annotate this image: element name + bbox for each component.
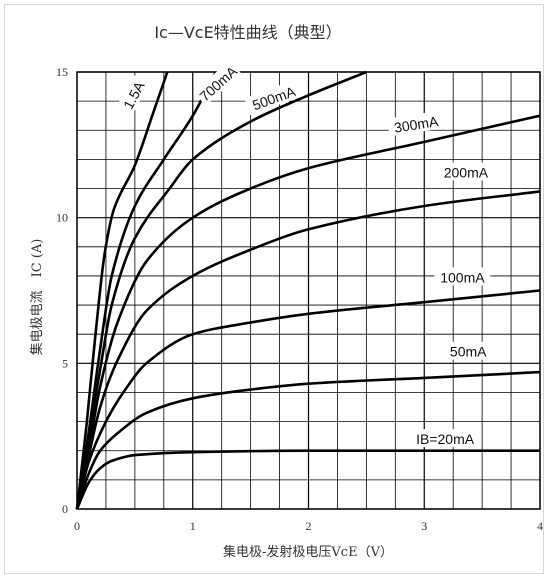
curve-label-bg [411,429,480,448]
curve-label-bg [244,79,303,116]
curve-label-group: 50mA [445,341,492,360]
y-tick-label: 15 [56,65,68,79]
curve-label-group: 300mA [386,110,446,137]
curve-label-bg [193,60,242,106]
y-tick-label: 0 [62,502,68,516]
x-tick-label: 1 [190,519,196,533]
curve-label-group: 100mA [434,267,491,286]
curve-label-group: 700mA [193,60,242,106]
curve-label: 50mA [450,344,487,360]
x-axis-label: 集电极-发射极电压VcE（V） [223,544,393,560]
chart-title: Ic—VcE特性曲线（典型） [154,23,341,42]
curve-line [75,289,541,510]
y-tick-label: 5 [62,356,68,370]
curve-label-bg [116,74,150,115]
tick-labels: 0 1 2 3 4 0 5 10 15 [56,65,543,533]
x-tick-label: 0 [74,519,80,533]
curve-line [75,114,541,510]
curve-label-group: 200mA [437,162,494,181]
curve-label-bg [445,341,492,360]
curve-label-group: 1.5A [116,74,150,115]
y-tick-label: 10 [56,211,68,225]
curve-line [75,71,169,510]
x-tick-label: 2 [306,519,312,533]
curve-label: 300mA [393,113,440,136]
x-tick-label: 4 [537,519,543,533]
curve-label-bg [437,162,494,181]
y-axis-label: 集电极电流 IC (A) [29,239,45,356]
curve-label-group: IB=20mA [411,429,480,448]
curve-label: 100mA [440,269,485,285]
curve-line [75,71,218,510]
ic-vce-chart: Ic—VcE特性曲线（典型） 0 1 2 3 4 0 5 10 15 IB=20mA 50mA 10… [29,23,543,560]
chart-frame: Ic—VcE特性曲线（典型） 0 1 2 3 4 0 5 10 15 IB=20mA 50mA 10… [4,4,544,574]
curve-label: 200mA [444,165,489,181]
curve-label: IB=20mA [416,431,475,447]
curve-label: 700mA [196,62,240,104]
curve-line [75,449,540,510]
curves [75,70,541,510]
curve-line [75,190,541,510]
curve-label-bg [386,110,446,137]
curve-line [75,370,541,510]
curve-label-bg [434,267,491,286]
curve-line [75,70,367,510]
x-tick-label: 3 [421,519,427,533]
